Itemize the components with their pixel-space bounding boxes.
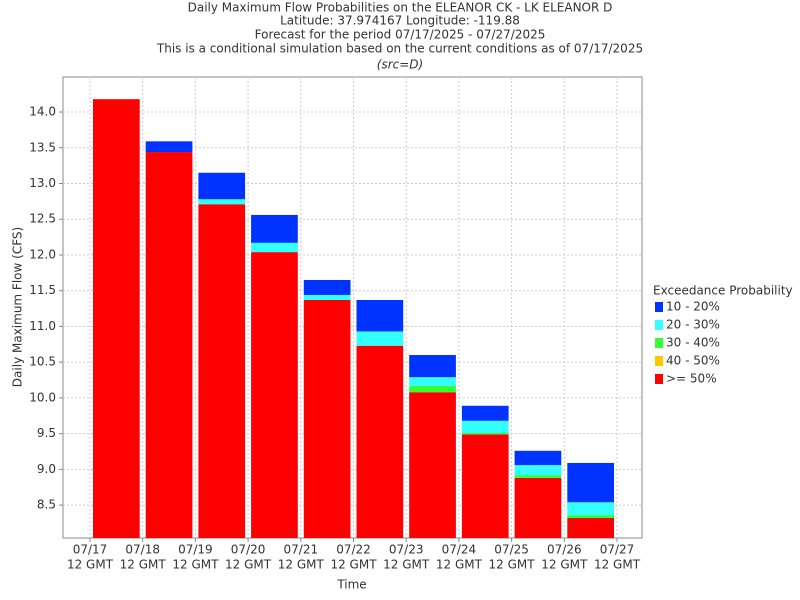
bar-segment [461, 420, 509, 433]
bar-segment [198, 204, 246, 538]
bar-segment [198, 199, 246, 205]
y-tick-label: 11.5 [29, 283, 56, 297]
y-axis-label: Daily Maximum Flow (CFS) [11, 227, 25, 387]
y-tick-label: 12.0 [29, 247, 56, 261]
x-tick-label: 12 GMT [67, 558, 114, 572]
legend-label: 30 - 40% [666, 336, 720, 350]
x-tick-label: 07/18 [125, 543, 160, 557]
bar-segment [461, 432, 509, 435]
bar-segment [251, 252, 298, 538]
bar-segment [145, 152, 193, 538]
x-tick-label: 07/25 [494, 543, 529, 557]
bar-segment [567, 515, 614, 518]
bar-segment [567, 462, 614, 503]
x-tick-label: 07/17 [73, 543, 108, 557]
x-tick-label: 07/27 [600, 543, 635, 557]
x-tick-label: 12 GMT [489, 558, 536, 572]
legend-title: Exceedance Probability [653, 284, 793, 298]
bar-segment [514, 477, 562, 538]
bar-segment [303, 294, 351, 300]
x-tick-label: 12 GMT [541, 558, 588, 572]
legend-label: 20 - 30% [666, 318, 720, 332]
bar-segment [93, 99, 140, 538]
bar-segment [251, 214, 298, 243]
bar-segment [461, 434, 509, 538]
bar-segment [409, 385, 456, 393]
legend-label: 10 - 20% [666, 300, 720, 314]
x-tick-label: 07/23 [389, 543, 424, 557]
y-tick-label: 8.5 [37, 498, 56, 512]
bar-segment [514, 450, 562, 466]
y-tick-label: 10.0 [29, 390, 56, 404]
x-tick-label: 07/22 [336, 543, 371, 557]
legend-swatch [655, 374, 663, 384]
legend-swatch [655, 302, 663, 312]
x-tick-label: 07/20 [231, 543, 266, 557]
bar-segment [356, 331, 404, 346]
x-tick-label: 12 GMT [225, 558, 272, 572]
bar-segment [251, 242, 298, 253]
x-tick-label: 12 GMT [383, 558, 430, 572]
legend-label: 40 - 50% [666, 354, 720, 368]
chart-title: Daily Maximum Flow Probabilities on the … [188, 1, 613, 15]
y-tick-label: 14.0 [29, 105, 56, 119]
y-tick-label: 12.5 [29, 212, 56, 226]
legend-swatch [655, 356, 663, 366]
x-axis-label: Time [336, 578, 366, 592]
y-tick-label: 9.5 [37, 426, 56, 440]
bar-segment [303, 299, 351, 538]
bar-segment [567, 517, 614, 538]
y-tick-label: 13.0 [29, 176, 56, 190]
legend-swatch [655, 320, 663, 330]
x-tick-label: 07/24 [442, 543, 477, 557]
bar-segment [356, 299, 404, 332]
x-tick-label: 12 GMT [436, 558, 483, 572]
bar-segment [303, 279, 351, 295]
x-tick-label: 07/19 [178, 543, 213, 557]
x-tick-label: 07/26 [547, 543, 582, 557]
chart-subtitle: (src=D) [377, 58, 423, 72]
bar-segment [356, 345, 404, 538]
x-tick-label: 12 GMT [120, 558, 167, 572]
bar-segment [409, 377, 456, 386]
x-tick-label: 12 GMT [330, 558, 377, 572]
x-tick-label: 07/21 [284, 543, 319, 557]
y-tick-label: 10.5 [29, 355, 56, 369]
bar-segment [409, 392, 456, 538]
bar-segment [514, 465, 562, 476]
bar-segment [198, 172, 246, 200]
y-tick-label: 11.0 [29, 319, 56, 333]
chart-title: This is a conditional simulation based o… [156, 42, 643, 56]
chart-title: Forecast for the period 07/17/2025 - 07/… [255, 28, 546, 42]
x-tick-label: 12 GMT [278, 558, 325, 572]
y-tick-label: 9.0 [37, 462, 56, 476]
bar-segment [409, 355, 456, 378]
x-tick-label: 12 GMT [594, 558, 641, 572]
x-tick-label: 12 GMT [172, 558, 219, 572]
bar-segment [567, 502, 614, 516]
bar-segment [145, 141, 193, 153]
legend-swatch [655, 338, 663, 348]
bar-segment [461, 405, 509, 421]
legend-label: >= 50% [666, 372, 717, 386]
chart-title: Latitude: 37.974167 Longitude: -119.88 [280, 14, 520, 28]
y-tick-label: 13.5 [29, 140, 56, 154]
bar-segment [514, 475, 562, 478]
